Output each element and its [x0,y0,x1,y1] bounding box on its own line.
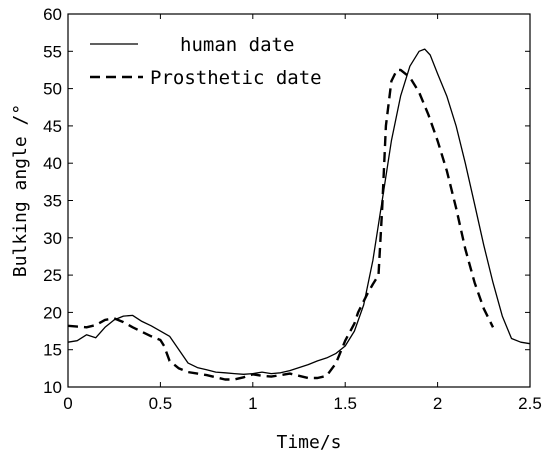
legend-label-human: human date [180,34,294,56]
y-tick-label: 10 [43,378,62,397]
x-tick-label: 1.5 [333,394,357,413]
series-line-human [67,48,531,375]
y-tick-label: 60 [43,5,62,24]
y-tick-label: 15 [43,341,62,360]
y-tick-label: 35 [43,192,62,211]
legend-label-prosthetic: Prosthetic date [150,67,322,89]
y-tick-label: 30 [43,229,62,248]
x-tick-label: 1 [248,394,257,413]
x-axis-label: Time/s [276,432,341,453]
series-line-prosthetic [67,68,495,381]
x-tick-label: 0.5 [149,394,173,413]
legend: human date Prosthetic date [90,34,322,89]
ticks: 0 0.5 1 1.5 2 2.5 10 15 20 25 30 35 40 45 50 55 60 [43,5,542,413]
y-axis-label: Bulking angle /° [10,104,31,277]
y-tick-label: 45 [43,117,62,136]
x-tick-label: 2 [433,394,442,413]
series-lines [67,48,531,381]
x-tick-label: 2.5 [518,394,542,413]
y-tick-label: 25 [43,266,62,285]
y-tick-label: 20 [43,303,62,322]
y-tick-label: 50 [43,80,62,99]
y-tick-label: 40 [43,154,62,173]
y-tick-label: 55 [43,42,62,61]
x-tick-label: 0 [63,394,72,413]
